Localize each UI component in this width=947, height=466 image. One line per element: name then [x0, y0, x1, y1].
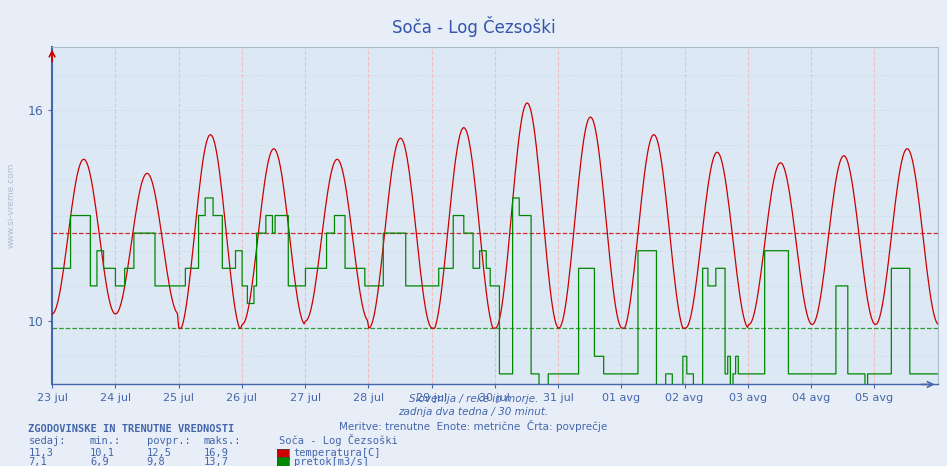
Text: pretok[m3/s]: pretok[m3/s]	[294, 457, 368, 466]
Text: 10,1: 10,1	[90, 448, 115, 458]
Text: 6,9: 6,9	[90, 457, 109, 466]
Text: Soča - Log Čezsoški: Soča - Log Čezsoški	[392, 16, 555, 37]
Text: temperatura[C]: temperatura[C]	[294, 448, 381, 458]
Text: min.:: min.:	[90, 436, 121, 445]
Text: Meritve: trenutne  Enote: metrične  Črta: povprečje: Meritve: trenutne Enote: metrične Črta: …	[339, 420, 608, 432]
Text: 11,3: 11,3	[28, 448, 53, 458]
Text: 12,5: 12,5	[147, 448, 171, 458]
Text: 7,1: 7,1	[28, 457, 47, 466]
Text: sedaj:: sedaj:	[28, 436, 66, 445]
Text: zadnja dva tedna / 30 minut.: zadnja dva tedna / 30 minut.	[399, 407, 548, 417]
Text: maks.:: maks.:	[204, 436, 241, 445]
Text: povpr.:: povpr.:	[147, 436, 190, 445]
Text: Slovenija / reke in morje.: Slovenija / reke in morje.	[409, 394, 538, 404]
Text: 9,8: 9,8	[147, 457, 166, 466]
Text: Soča - Log Čezsoški: Soča - Log Čezsoški	[279, 434, 398, 445]
Text: 16,9: 16,9	[204, 448, 228, 458]
Text: www.si-vreme.com: www.si-vreme.com	[7, 162, 16, 248]
Text: ZGODOVINSKE IN TRENUTNE VREDNOSTI: ZGODOVINSKE IN TRENUTNE VREDNOSTI	[28, 425, 235, 434]
Text: 13,7: 13,7	[204, 457, 228, 466]
